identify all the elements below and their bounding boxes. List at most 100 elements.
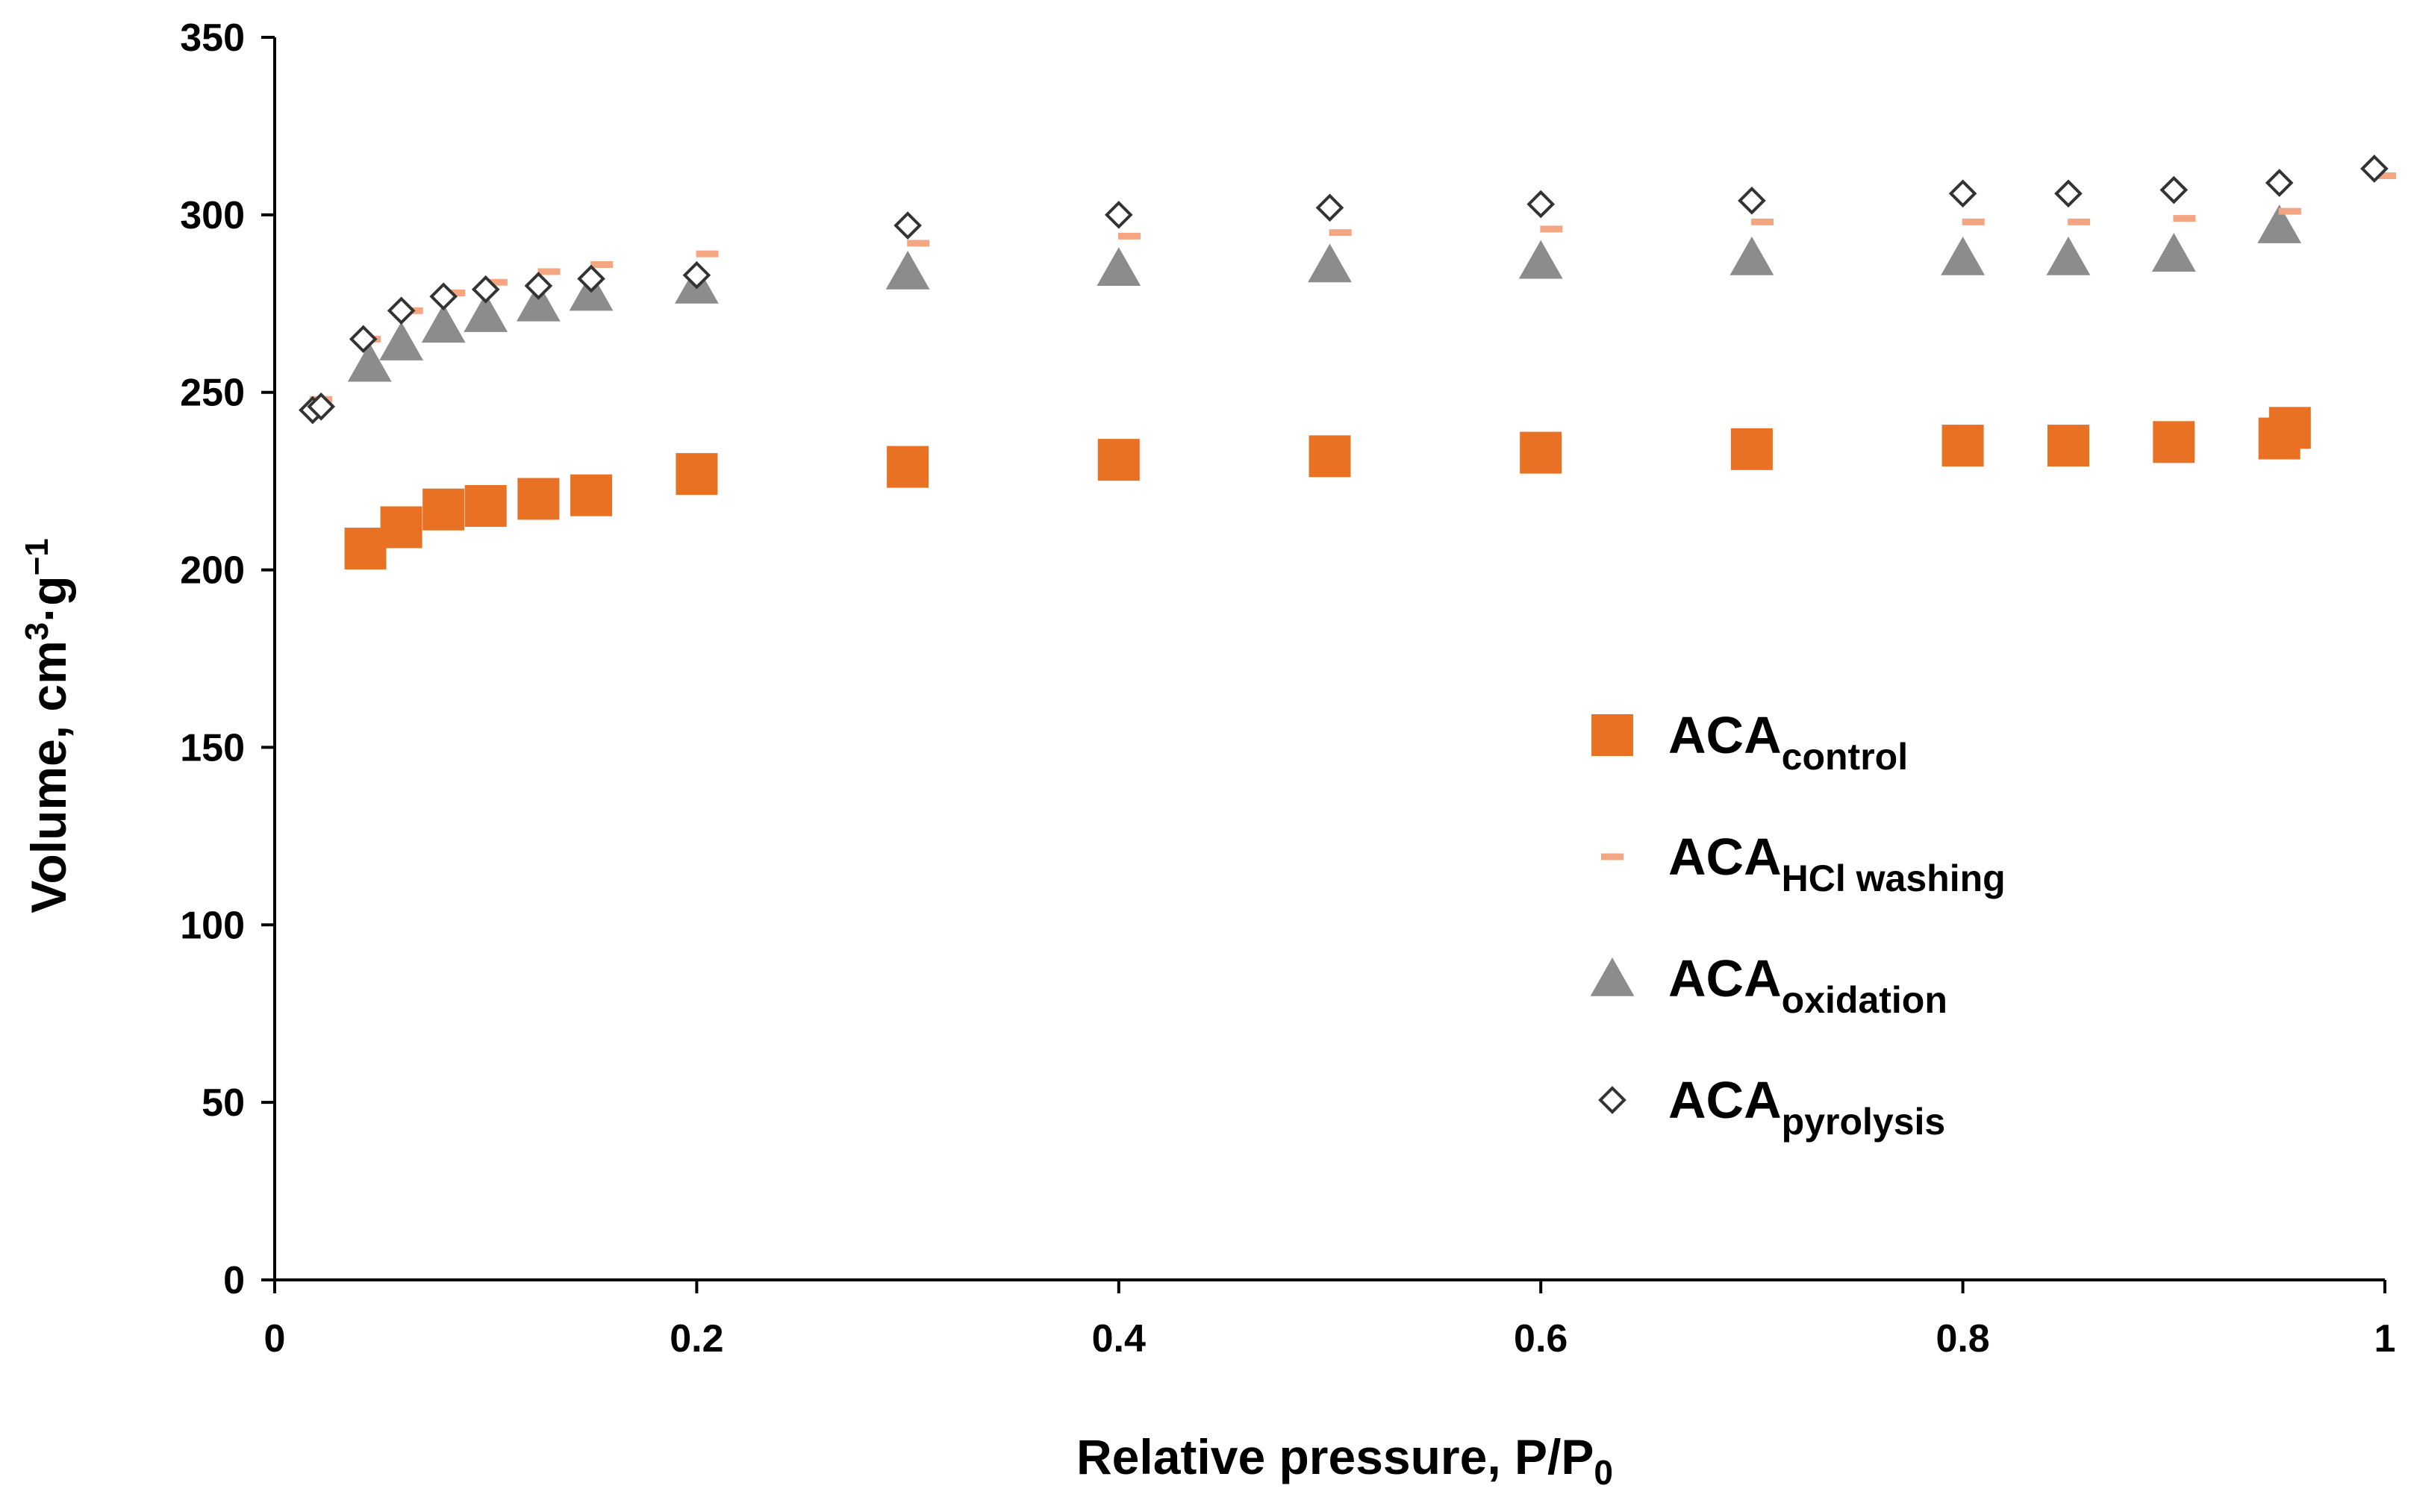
legend-marker-dash	[1601, 853, 1624, 860]
data-point-diamond	[307, 392, 336, 421]
y-axis-title-text: Volume, cm	[21, 640, 76, 913]
legend-label-subscript: pyrolysis	[1782, 1101, 1946, 1143]
series-pyrolysis	[299, 154, 2389, 425]
data-point-dash	[2374, 172, 2396, 180]
data-point-diamond	[1948, 179, 1977, 208]
legend-label-main: ACA	[1668, 1071, 1782, 1129]
data-point-triangle	[2257, 204, 2302, 243]
data-point-square	[1520, 431, 1562, 474]
legend-label: ACAoxidation	[1668, 949, 1947, 1021]
data-point-triangle	[2046, 236, 2091, 275]
data-point-square	[570, 474, 613, 516]
legend-label: ACAcontrol	[1668, 706, 1908, 778]
x-axis-title-subscript: 0	[1594, 1453, 1613, 1492]
data-point-square	[887, 446, 929, 488]
data-point-diamond	[2054, 179, 2083, 208]
series-control	[344, 407, 2311, 570]
data-point-dash	[537, 268, 561, 275]
data-point-triangle	[885, 250, 930, 290]
data-point-diamond	[387, 296, 416, 325]
data-point-triangle	[1097, 247, 1141, 287]
data-point-dash	[443, 290, 466, 297]
data-point-diamond	[349, 325, 378, 354]
data-point-square	[517, 478, 560, 520]
x-axis-ticks: 0 0.2 0.4 0.6 0.8 1	[264, 1280, 2395, 1361]
y-tick-label: 150	[180, 726, 245, 769]
x-axis-title-text: Relative pressure, P/P	[1076, 1429, 1594, 1484]
data-point-dash	[2278, 207, 2301, 215]
data-point-square	[422, 488, 465, 531]
x-tick-label: 0.2	[670, 1317, 723, 1361]
y-tick-label: 50	[202, 1081, 245, 1125]
legend-label-subscript: HCl washing	[1782, 857, 2006, 899]
legend-entry: ACAHCl washing	[1601, 828, 2006, 899]
data-point-dash	[696, 250, 719, 257]
data-point-dash	[1329, 229, 1352, 237]
data-point-diamond	[2159, 175, 2189, 204]
data-point-square	[2047, 425, 2089, 467]
legend-entry: ACAcontrol	[1591, 706, 1908, 778]
data-point-square	[2268, 407, 2311, 449]
data-point-square	[380, 506, 422, 549]
y-axis-ticks: 0 50 100 150 200 250 300 350	[180, 16, 275, 1302]
y-tick-label: 0	[223, 1259, 245, 1302]
data-point-triangle	[2151, 233, 2196, 272]
y-tick-label: 350	[180, 16, 245, 60]
data-point-square	[464, 484, 507, 527]
legend-label-subscript: oxidation	[1782, 979, 1947, 1021]
data-point-diamond	[471, 275, 500, 304]
data-point-dash	[590, 260, 614, 268]
y-axis-title-superscript-2: −1	[19, 538, 55, 575]
data-point-diamond	[429, 282, 458, 311]
y-tick-label: 100	[180, 904, 245, 947]
y-axis-title-superscript-1: 3	[19, 622, 55, 640]
legend-label-main: ACA	[1668, 706, 1782, 764]
data-point-square	[676, 453, 718, 496]
data-point-triangle	[421, 304, 466, 343]
data-point-diamond	[1526, 190, 1556, 219]
data-point-square	[1097, 439, 1140, 481]
y-tick-label: 250	[180, 372, 245, 415]
data-point-dash	[2173, 215, 2196, 222]
legend-marker-triangle	[1590, 958, 1635, 996]
x-axis-title: Relative pressure, P/P0	[1076, 1429, 1613, 1492]
legend-label: ACApyrolysis	[1668, 1071, 1945, 1143]
data-point-diamond	[1738, 187, 1766, 215]
data-point-diamond	[524, 272, 553, 300]
data-point-diamond	[577, 264, 605, 293]
data-series-layer	[299, 154, 2396, 570]
data-point-dash	[1962, 218, 1985, 225]
data-point-square	[1309, 435, 1351, 478]
data-point-square	[2153, 421, 2195, 463]
y-axis-title-middle: ·g	[21, 575, 76, 622]
x-tick-label: 0.6	[1514, 1317, 1568, 1361]
legend-label-main: ACA	[1668, 949, 1782, 1008]
legend-label-main: ACA	[1668, 828, 1782, 886]
legend-marker-square	[1591, 714, 1633, 756]
data-point-dash	[2068, 218, 2091, 225]
legend-label: ACAHCl washing	[1668, 828, 2006, 899]
data-point-triangle	[464, 293, 508, 332]
data-point-triangle	[347, 343, 392, 382]
data-point-diamond	[893, 211, 922, 240]
data-point-diamond	[2265, 169, 2294, 197]
data-point-triangle	[516, 282, 561, 322]
legend-marker-diamond	[1598, 1086, 1626, 1114]
legend-label-subscript: control	[1782, 736, 1908, 778]
data-point-dash	[1540, 225, 1563, 233]
y-tick-label: 300	[180, 194, 245, 237]
data-point-dash	[1117, 232, 1141, 240]
data-point-dash	[907, 240, 930, 247]
data-point-square	[344, 528, 387, 570]
data-point-diamond	[1315, 193, 1344, 222]
data-point-dash	[484, 278, 508, 286]
x-tick-label: 0.8	[1936, 1317, 1989, 1361]
data-point-triangle	[1941, 236, 1985, 275]
data-point-triangle	[1518, 240, 1563, 279]
data-point-diamond	[682, 260, 711, 290]
y-tick-label: 200	[180, 549, 245, 593]
legend-entry: ACAoxidation	[1590, 949, 1947, 1021]
